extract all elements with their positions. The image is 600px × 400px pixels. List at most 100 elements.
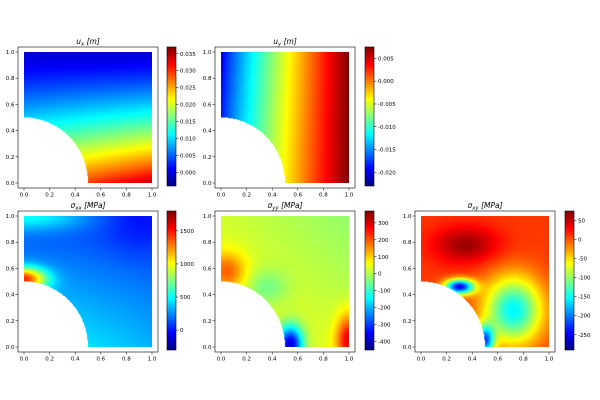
y-tick-label: 0.0 xyxy=(203,181,212,187)
colorbar-frame xyxy=(364,46,375,187)
y-tick-label: 0.2 xyxy=(6,155,15,161)
colorbar-tick-label: 0 xyxy=(378,272,382,278)
y-tick-label: 0.6 xyxy=(203,266,212,272)
title-subscript: xy xyxy=(471,206,479,212)
colorbar-tick-label: 0.035 xyxy=(180,52,196,58)
y-tick-label: 0.0 xyxy=(203,345,212,351)
panel-syy: σyy [MPa] 0.0 0.2 0.4 0.6 0.8 1.0 0.0 0.2 0.4 0.6 0… xyxy=(203,201,391,363)
y-tick-label: 0.4 xyxy=(403,293,412,299)
panel-sxx: σxx [MPa] 0.0 0.2 0.4 0.6 0.8 1.0 0.0 0.2 0.4 0.6 0… xyxy=(6,201,195,363)
y-tick-label: 0.8 xyxy=(203,240,212,246)
title-symbol: σ xyxy=(70,201,75,210)
x-tick-label: 0.2 xyxy=(45,193,54,199)
title-subscript: xx xyxy=(74,206,82,212)
y-tick-label: 0.4 xyxy=(203,129,212,135)
colorbar-tick-label: -400 xyxy=(378,340,391,346)
colorbar-tick-label: -200 xyxy=(378,306,391,312)
panel-ux: ux [m] 0.0 0.2 0.4 0.6 0.8 1.0 0.0 0.2 0.4 0.6 0.8 1… xyxy=(6,37,196,199)
colorbar-tick-label: 0.030 xyxy=(180,69,196,75)
x-tick-label: 0.0 xyxy=(417,357,426,363)
x-tick-label: 0.4 xyxy=(268,357,277,363)
title-subscript: yy xyxy=(271,206,279,212)
colorbar-ux xyxy=(167,47,176,186)
colorbar-frame xyxy=(166,210,177,351)
heatmap-sxx xyxy=(24,216,152,347)
colorbar-tick-label: 1000 xyxy=(180,262,194,268)
axes-frame-uy xyxy=(214,46,356,189)
axes-frame-sxy xyxy=(414,210,556,353)
panel-uy: uy [m] 0.0 0.2 0.4 0.6 0.8 1.0 0.0 0.2 0.4 0.6 0.8 1… xyxy=(203,37,396,199)
y-tick-label: 1.0 xyxy=(6,50,15,56)
x-tick-label: 0.8 xyxy=(319,193,328,199)
y-tick-label: 0.8 xyxy=(403,240,412,246)
x-tick-label: 0.6 xyxy=(96,357,105,363)
x-tick-label: 0.8 xyxy=(519,357,528,363)
colorbar-tick-label: 300 xyxy=(378,221,389,227)
colorbar-tick-label: -250 xyxy=(578,333,591,339)
panel-title-syy: σyy [MPa] xyxy=(267,201,302,212)
x-tick-label: 0.2 xyxy=(442,357,451,363)
y-tick-label: 0.4 xyxy=(6,293,15,299)
y-tick-label: 1.0 xyxy=(203,50,212,56)
colorbar-tick-label: 100 xyxy=(378,255,389,261)
x-tick-label: 0.0 xyxy=(217,357,226,363)
y-tick-label: 0.4 xyxy=(6,129,15,135)
colorbar-tick-label: -200 xyxy=(578,314,591,320)
colorbar-tick-label: -0.015 xyxy=(378,148,396,154)
title-symbol: σ xyxy=(267,201,272,210)
colorbar-frame xyxy=(364,210,375,351)
colorbar-tick-label: 0.000 xyxy=(180,170,196,176)
colorbar-tick-label: 50 xyxy=(578,219,585,225)
x-tick-label: 1.0 xyxy=(148,193,157,199)
y-tick-label: 0.6 xyxy=(203,102,212,108)
colorbar-tick-label: -100 xyxy=(578,276,591,282)
heatmap-uy xyxy=(221,52,349,183)
y-tick-label: 0.6 xyxy=(403,266,412,272)
title-symbol: σ xyxy=(467,201,472,210)
x-tick-label: 0.6 xyxy=(493,357,502,363)
colorbar-tick-label: -100 xyxy=(378,289,391,295)
heatmap-sxy xyxy=(421,216,549,347)
colorbar-tick-label: 0 xyxy=(578,238,582,244)
panel-sxy: σxy [MPa] 0.0 0.2 0.4 0.6 0.8 1.0 0.0 0.2 0.4 0.6 0… xyxy=(403,201,591,363)
colorbar-tick-label: -300 xyxy=(378,323,391,329)
x-tick-label: 0.4 xyxy=(468,357,477,363)
colorbar-tick-label: -0.005 xyxy=(378,102,396,108)
y-tick-label: 0.6 xyxy=(6,102,15,108)
colorbar-tick-label: 0.025 xyxy=(180,86,196,92)
x-tick-label: 0.6 xyxy=(293,193,302,199)
y-tick-label: 0.2 xyxy=(203,155,212,161)
title-subscript: x xyxy=(80,42,85,48)
colorbar-tick-label: 0.015 xyxy=(180,120,196,126)
x-tick-label: 0.0 xyxy=(217,193,226,199)
x-tick-label: 0.2 xyxy=(242,357,251,363)
colorbar-tick-label: 0.000 xyxy=(378,79,394,85)
colorbar-tick-label: 0.005 xyxy=(180,153,196,159)
colorbar-tick-label: 500 xyxy=(180,295,191,301)
x-tick-label: 0.4 xyxy=(268,193,277,199)
x-tick-label: 0.0 xyxy=(20,193,29,199)
title-unit: [MPa] xyxy=(479,201,503,210)
colorbar-tick-label: 0 xyxy=(180,328,184,334)
colorbar-tick-label: 0.020 xyxy=(180,103,196,109)
heatmap-syy xyxy=(221,216,349,347)
y-tick-label: 0.8 xyxy=(203,76,212,82)
title-unit: [MPa] xyxy=(82,201,106,210)
colorbar-uy xyxy=(365,47,374,186)
y-tick-label: 0.0 xyxy=(6,181,15,187)
y-tick-label: 0.2 xyxy=(203,319,212,325)
axes-frame-syy xyxy=(214,210,356,353)
x-tick-label: 0.4 xyxy=(71,193,80,199)
colorbar-tick-label: 0.010 xyxy=(180,137,196,143)
y-tick-label: 0.0 xyxy=(403,345,412,351)
colorbar-tick-label: 200 xyxy=(378,238,389,244)
colorbar-syy xyxy=(365,211,374,350)
x-tick-label: 0.2 xyxy=(45,357,54,363)
x-tick-label: 1.0 xyxy=(345,357,354,363)
panel-title-ux: ux [m] xyxy=(76,37,100,48)
x-tick-label: 0.2 xyxy=(242,193,251,199)
axes-frame-sxx xyxy=(17,210,159,353)
colorbar-frame xyxy=(166,46,177,187)
y-tick-label: 0.2 xyxy=(6,319,15,325)
colorbar-tick-label: -0.020 xyxy=(378,170,396,176)
